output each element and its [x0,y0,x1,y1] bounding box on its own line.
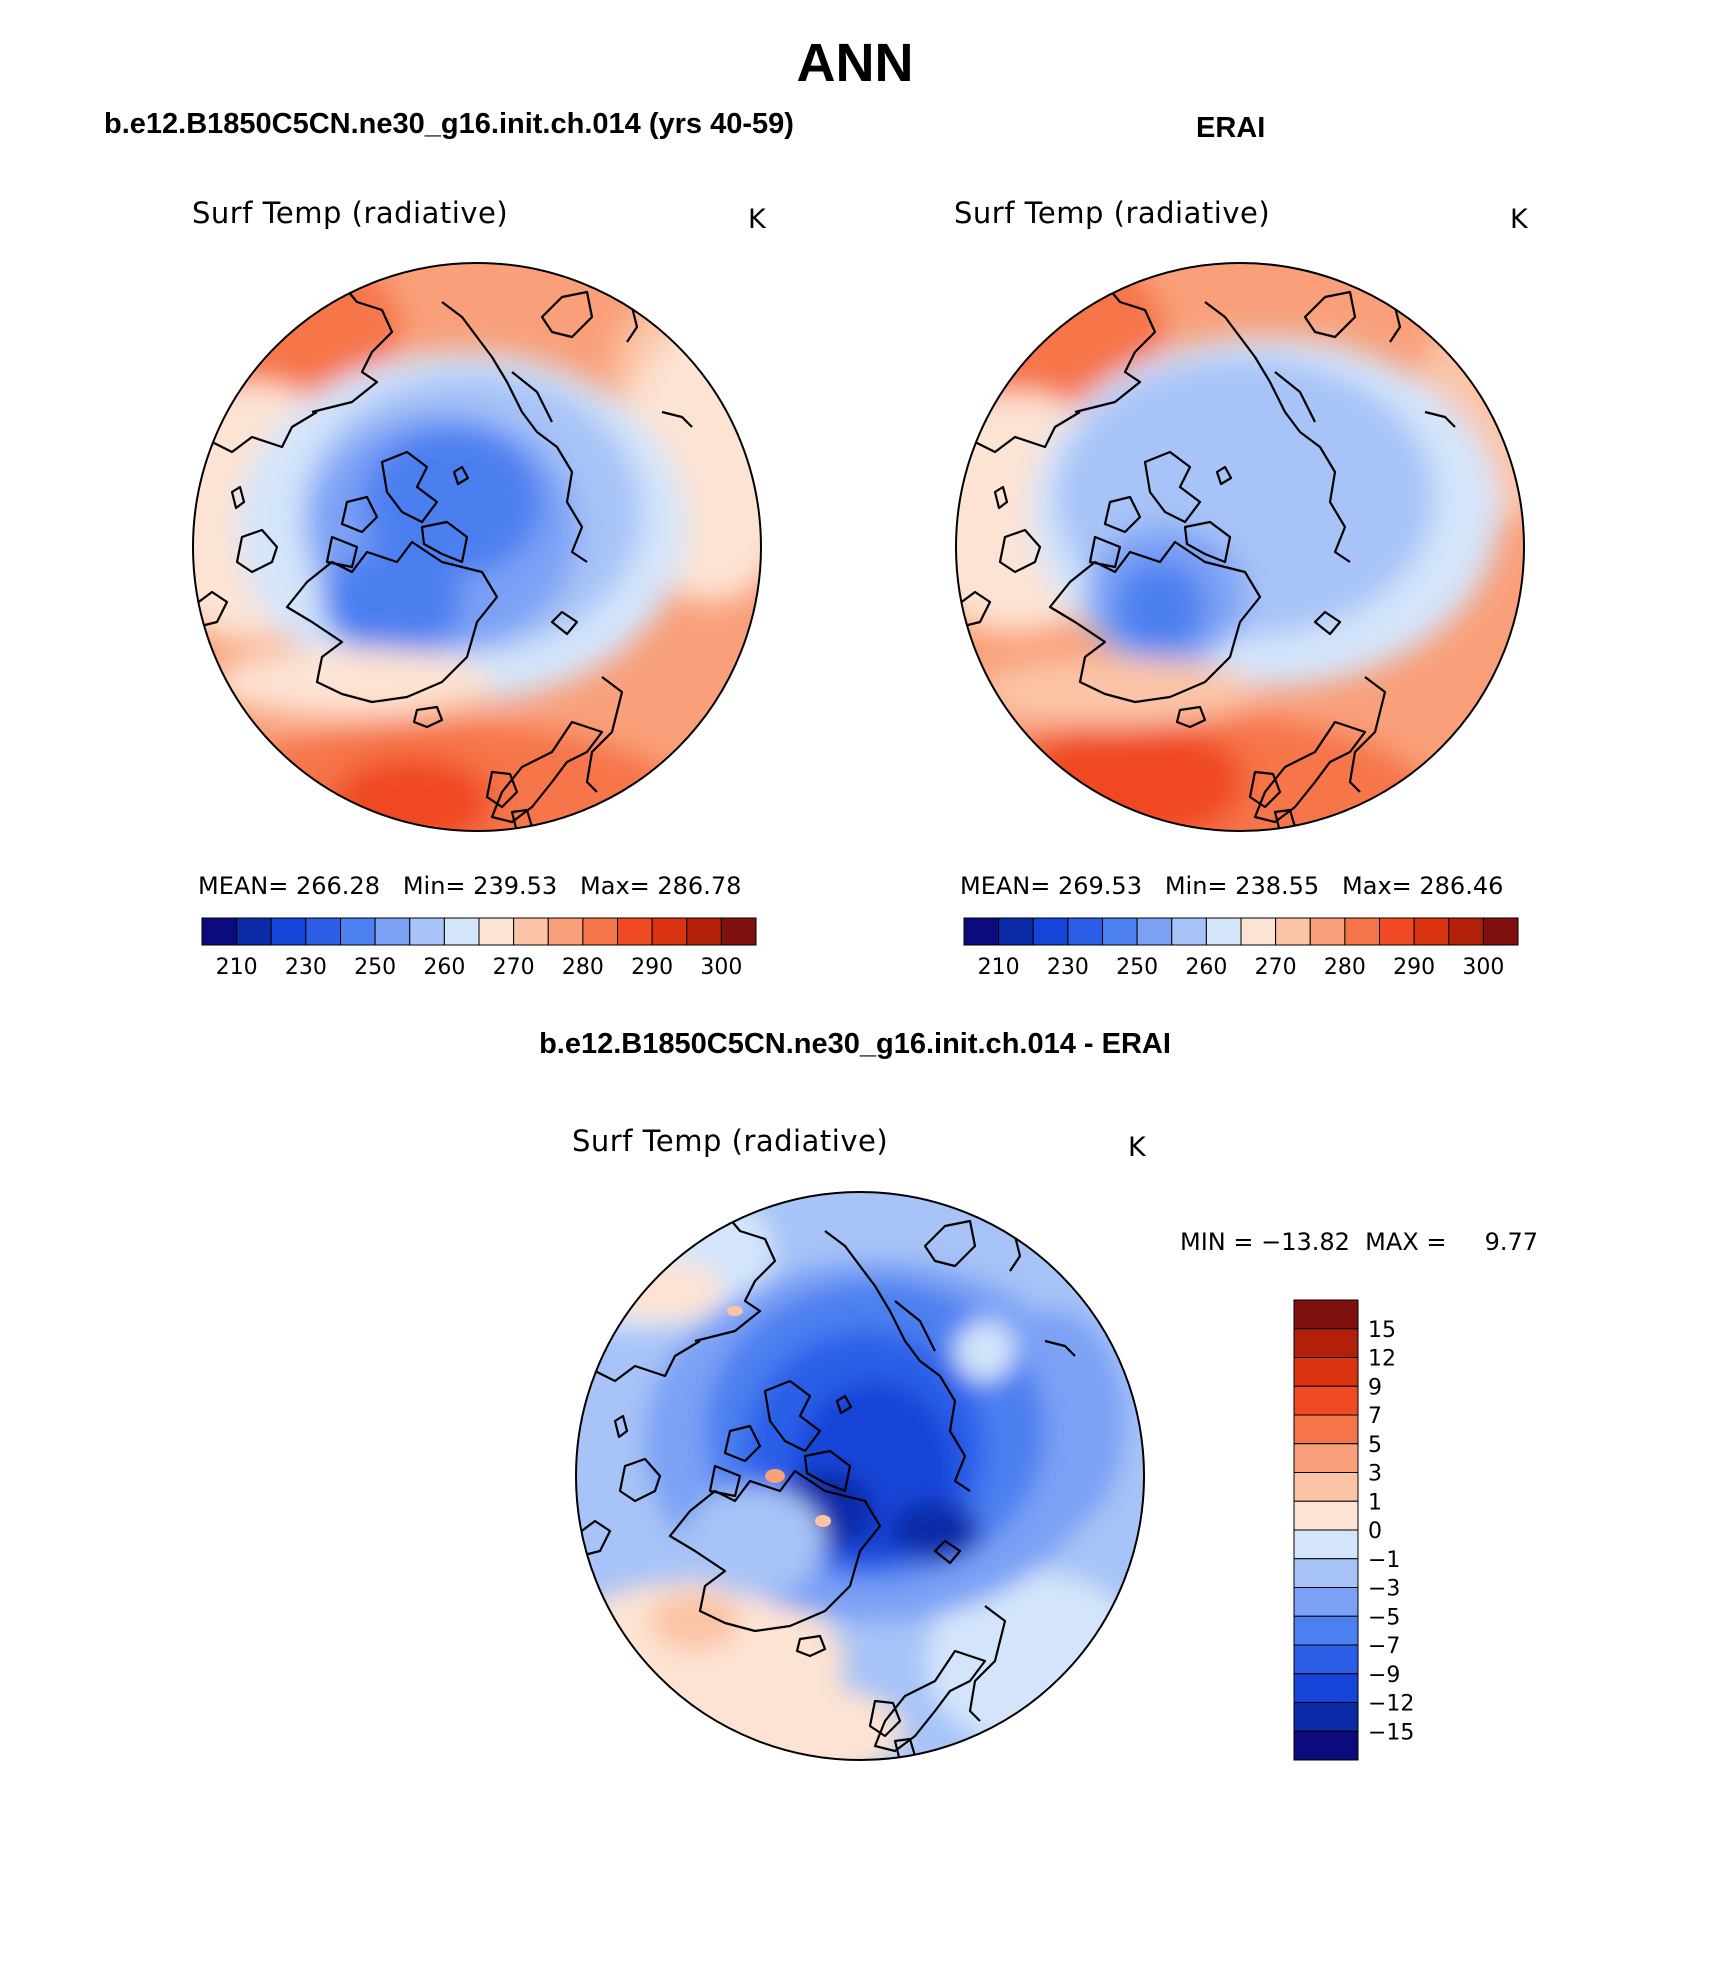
colorbar-swatch [1275,917,1311,946]
colorbar-swatch [1205,917,1242,946]
colorbar-tick-label: −1 [1368,1548,1400,1573]
obs-variable-title: Surf Temp (radiative) [954,196,1271,230]
colorbar-swatch [1293,1644,1359,1675]
colorbar-swatch [340,917,376,946]
colorbar-swatch [1293,1328,1359,1358]
colorbar-tick-label: 290 [631,955,673,980]
colorbar-tick-label: 260 [1185,955,1227,980]
colorbar-swatch [1293,1529,1359,1560]
colorbar-swatch [1293,1587,1359,1617]
colorbar-swatch [1293,1299,1359,1330]
colorbar-tick-label: 7 [1368,1404,1382,1429]
colorbar-swatch [1344,917,1380,946]
diff-units: K [1128,1132,1146,1163]
colorbar-tick-label: 230 [285,955,327,980]
colorbar-swatch [1413,917,1450,946]
colorbar-swatch [1293,1414,1359,1445]
colorbar-tick-label: 230 [1047,955,1089,980]
colorbar-tick-label: 270 [1255,955,1297,980]
colorbar-tick-label: 260 [423,955,465,980]
colorbar-swatch [1309,917,1346,946]
obs-stats: MEAN= 269.53 Min= 238.55 Max= 286.46 [960,872,1504,900]
colorbar-swatch [1032,917,1069,946]
colorbar-tick-label: 280 [1324,955,1366,980]
model-units: K [748,204,766,235]
colorbar-swatch [720,917,757,946]
model-case-header: b.e12.B1850C5CN.ne30_g16.init.ch.014 (yr… [104,108,794,140]
colorbar-swatch [270,917,307,946]
colorbar-swatch [409,917,445,946]
obs-units: K [1510,204,1528,235]
diff-polar-map [575,1191,1145,1761]
colorbar-tick-label: 280 [562,955,604,980]
colorbar-tick-label: 9 [1368,1375,1382,1400]
colorbar-swatch [1293,1673,1359,1703]
colorbar-swatch [1293,1357,1359,1387]
colorbar-swatch [1293,1558,1359,1588]
colorbar-swatch [236,917,272,946]
colorbar-tick-label: 3 [1368,1462,1382,1487]
colorbar-swatch [582,917,618,946]
diff-variable-title: Surf Temp (radiative) [572,1124,889,1158]
model-variable-title: Surf Temp (radiative) [192,196,509,230]
obs-header: ERAI [1196,112,1266,144]
colorbar-swatch [1379,917,1415,946]
colorbar-tick-label: 0 [1368,1519,1382,1544]
obs-polar-map [955,262,1525,832]
colorbar-swatch [1067,917,1103,946]
colorbar-tick-label: 300 [700,955,742,980]
colorbar-tick-label: 300 [1462,955,1504,980]
colorbar-swatch [374,917,411,946]
diff-stats: MIN = −13.82 MAX = 9.77 [1180,1228,1539,1256]
colorbar-swatch [1293,1385,1359,1416]
colorbar-tick-label: 210 [216,955,258,980]
colorbar-swatch [686,917,722,946]
model-stats: MEAN= 266.28 Min= 239.53 Max= 286.78 [198,872,742,900]
colorbar-swatch [651,917,688,946]
colorbar-swatch [1136,917,1173,946]
colorbar-tick-label: 250 [1116,955,1158,980]
colorbar-swatch [547,917,584,946]
colorbar-swatch [1293,1443,1359,1473]
colorbar-swatch [1293,1472,1359,1502]
colorbar-swatch [963,917,1000,946]
colorbar-swatch [1171,917,1207,946]
colorbar-swatch [1293,1730,1359,1761]
colorbar-tick-label: 270 [493,955,535,980]
colorbar-swatch [1293,1702,1359,1732]
colorbar-swatch [1448,917,1484,946]
colorbar-tick-label: 250 [354,955,396,980]
colorbar-tick-label: 1 [1368,1490,1382,1515]
colorbar-swatch [201,917,238,946]
colorbar-tick-label: −7 [1368,1634,1400,1659]
colorbar-tick-label: −5 [1368,1605,1400,1630]
colorbar-tick-label: −12 [1368,1692,1414,1717]
obs-colorbar: 210 230 250 260 270 280 290 300 [963,917,1519,980]
colorbar-swatch [513,917,549,946]
colorbar-tick-label: 210 [978,955,1020,980]
colorbar-swatch [478,917,515,946]
colorbar-swatch [1240,917,1277,946]
colorbar-tick-label: −3 [1368,1577,1400,1602]
colorbar-swatch [1293,1615,1359,1646]
colorbar-swatch [1293,1500,1359,1531]
figure-title: ANN [796,33,914,93]
difference-header: b.e12.B1850C5CN.ne30_g16.init.ch.014 - E… [539,1028,1171,1060]
colorbar-swatch [617,917,653,946]
colorbar-swatch [305,917,341,946]
colorbar-tick-label: 5 [1368,1433,1382,1458]
colorbar-swatch [1102,917,1138,946]
model-colorbar: 210 230 250 260 270 280 290 300 [201,917,757,980]
colorbar-swatch [1482,917,1519,946]
colorbar-tick-label: 12 [1368,1347,1396,1372]
colorbar-tick-label: −9 [1368,1663,1400,1688]
diff-colorbar: 15 12 9 7 5 3 1 0 −1 −3 −5 −7 −9 −12 −15 [1293,1299,1414,1761]
colorbar-tick-label: 15 [1368,1318,1396,1343]
colorbar-swatch [998,917,1034,946]
colorbar-tick-label: −15 [1368,1720,1414,1745]
colorbar-tick-label: 290 [1393,955,1435,980]
model-polar-map [192,262,762,832]
colorbar-swatch [443,917,480,946]
